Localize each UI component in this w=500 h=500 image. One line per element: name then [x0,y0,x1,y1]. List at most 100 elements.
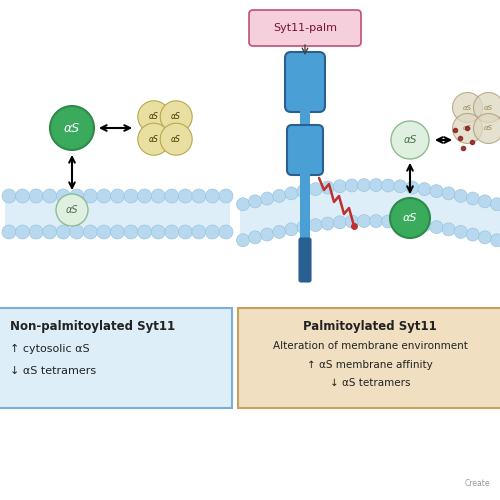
Polygon shape [240,185,500,241]
Text: αS: αS [64,122,80,134]
Circle shape [452,114,482,144]
Circle shape [151,225,165,239]
Text: αS: αS [403,135,417,145]
Circle shape [97,189,111,203]
Circle shape [394,216,406,229]
Circle shape [382,215,394,228]
Bar [5,196,230,232]
Circle shape [285,187,298,200]
Text: Syt11-palm: Syt11-palm [273,23,337,33]
Circle shape [84,225,98,239]
Text: Alteration of membrane environment: Alteration of membrane environment [272,341,468,351]
Circle shape [124,225,138,239]
Circle shape [151,189,165,203]
Circle shape [474,114,500,144]
Circle shape [124,189,138,203]
Circle shape [70,189,84,203]
Circle shape [474,92,500,122]
Text: Palmitoylated Syt11: Palmitoylated Syt11 [303,320,437,333]
Circle shape [406,217,419,230]
Circle shape [390,198,430,238]
Circle shape [160,101,192,133]
Bar [300,108,310,130]
FancyBboxPatch shape [287,125,323,175]
Circle shape [56,225,70,239]
Circle shape [321,181,334,194]
Text: Create: Create [464,479,490,488]
Circle shape [16,225,30,239]
Circle shape [138,123,170,155]
Circle shape [42,225,56,239]
Circle shape [490,198,500,211]
Circle shape [358,178,370,192]
Circle shape [138,101,170,133]
Circle shape [370,214,382,228]
Circle shape [430,220,443,234]
Circle shape [334,180,346,193]
Text: αS: αS [463,104,472,110]
Circle shape [418,182,431,196]
Circle shape [50,106,94,150]
Circle shape [309,218,322,232]
Circle shape [478,195,492,208]
Circle shape [260,228,274,241]
Circle shape [442,187,455,200]
Text: αS: αS [484,126,493,132]
Circle shape [478,231,492,244]
Circle shape [297,184,310,198]
Circle shape [84,189,98,203]
Circle shape [206,189,220,203]
Text: αS: αS [172,112,181,122]
Text: αS: αS [172,134,181,143]
Text: αS: αS [149,134,158,143]
Circle shape [452,92,482,122]
Circle shape [321,217,334,230]
Circle shape [110,189,124,203]
Circle shape [346,215,358,228]
FancyBboxPatch shape [285,52,325,112]
Bar [300,172,310,240]
Circle shape [297,220,310,234]
Circle shape [370,178,382,192]
Circle shape [2,189,16,203]
Circle shape [138,189,151,203]
Circle shape [192,225,206,239]
Circle shape [394,180,406,193]
Circle shape [309,182,322,196]
Circle shape [442,223,455,236]
Text: ↑ αS membrane affinity: ↑ αS membrane affinity [307,360,433,370]
Circle shape [346,179,358,192]
Circle shape [2,225,16,239]
Circle shape [165,225,179,239]
Circle shape [490,234,500,247]
Circle shape [219,189,233,203]
Circle shape [430,184,443,198]
Circle shape [236,198,250,211]
Circle shape [248,195,262,208]
Circle shape [56,194,88,226]
Text: αS: αS [66,205,78,215]
Circle shape [138,225,151,239]
Circle shape [70,225,84,239]
Circle shape [160,123,192,155]
Text: αS: αS [149,112,158,122]
Circle shape [466,192,479,205]
Circle shape [273,226,286,238]
Circle shape [42,189,56,203]
Circle shape [454,190,467,202]
Circle shape [165,189,179,203]
Text: αS: αS [484,104,493,110]
Circle shape [260,192,274,205]
FancyBboxPatch shape [249,10,361,46]
Circle shape [273,190,286,202]
Circle shape [454,226,467,238]
Circle shape [406,181,419,194]
Circle shape [466,228,479,241]
Circle shape [391,121,429,159]
Circle shape [178,189,192,203]
Circle shape [29,225,43,239]
Text: αS: αS [403,213,417,223]
Text: Non-palmitoylated Syt11: Non-palmitoylated Syt11 [10,320,175,333]
Text: αS: αS [463,126,472,132]
Circle shape [29,189,43,203]
